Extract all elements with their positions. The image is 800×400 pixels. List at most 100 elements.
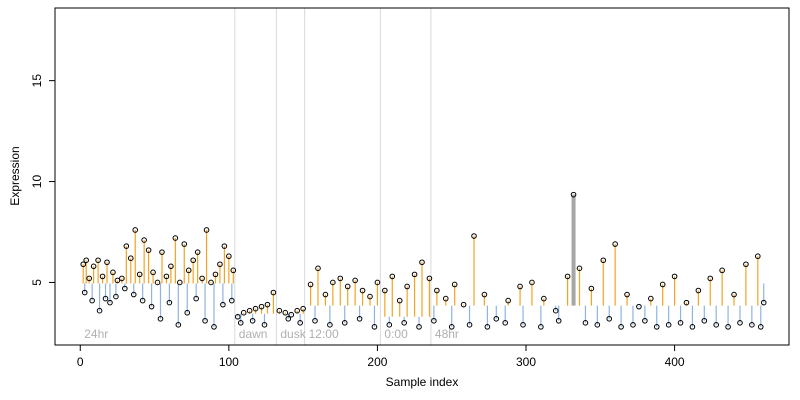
data-point (211, 324, 217, 330)
data-point (327, 322, 333, 328)
data-point (166, 299, 173, 306)
data-point (154, 279, 161, 286)
data-point (194, 249, 201, 255)
data-point (743, 261, 749, 268)
data-point (252, 305, 259, 312)
data-point (636, 303, 642, 310)
data-point (517, 283, 523, 290)
data-point (419, 259, 425, 266)
data-point (411, 271, 418, 278)
data-point (163, 273, 170, 280)
data-point (713, 322, 719, 328)
x-tick-label: 0 (77, 355, 84, 369)
data-point (264, 301, 271, 308)
data-point (95, 257, 101, 264)
data-point (136, 271, 143, 278)
data-point (576, 265, 583, 272)
data-point (249, 317, 256, 324)
data-point (145, 247, 152, 253)
plot-frame (54, 7, 790, 346)
data-point (294, 307, 300, 314)
data-point (330, 279, 336, 286)
data-point (181, 241, 188, 247)
data-point (555, 317, 562, 324)
condition-label: 48hr (435, 327, 459, 341)
data-point (184, 309, 191, 316)
data-point (359, 287, 366, 294)
data-point (234, 313, 241, 320)
data-point (315, 265, 321, 272)
x-tick-label: 400 (665, 355, 685, 369)
data-point (322, 291, 329, 298)
data-point (719, 267, 725, 274)
data-point (230, 267, 237, 274)
data-point (285, 315, 292, 322)
data-point (203, 227, 210, 233)
data-point (460, 301, 467, 308)
data-point (434, 287, 440, 294)
data-point (431, 317, 437, 324)
data-point (89, 297, 95, 304)
data-point (139, 297, 146, 304)
data-point (102, 295, 109, 302)
data-point (564, 273, 571, 280)
data-point (114, 277, 121, 284)
condition-label: dawn (239, 327, 268, 341)
data-point (199, 275, 205, 282)
condition-label: dusk (280, 327, 306, 341)
data-point (221, 243, 228, 249)
y-tick-label: 5 (30, 279, 44, 286)
data-point (386, 322, 393, 328)
stem-lines (82, 194, 765, 327)
data-point (374, 279, 381, 286)
data-point (90, 263, 97, 270)
data-point (529, 279, 535, 286)
data-point (157, 315, 164, 322)
x-tick-label: 200 (367, 355, 387, 369)
data-point (226, 253, 232, 260)
data-point (642, 317, 648, 324)
data-point (352, 277, 358, 284)
data-point (123, 243, 130, 249)
data-point (240, 309, 247, 316)
data-point (466, 322, 473, 328)
data-point (202, 317, 208, 324)
data-point (442, 295, 449, 302)
data-point (582, 320, 589, 326)
data-point (659, 281, 666, 288)
data-point (270, 289, 277, 296)
data-point (282, 309, 289, 316)
x-tick-label: 100 (219, 355, 239, 369)
condition-label: 24hr (84, 327, 108, 341)
data-point (725, 324, 731, 330)
data-point (665, 322, 672, 328)
data-point (258, 303, 265, 310)
condition-label: 0:00 (384, 327, 408, 341)
x-axis-title: Sample index (386, 375, 459, 389)
data-point (337, 275, 344, 282)
data-point (127, 255, 134, 262)
data-point (217, 261, 223, 268)
data-point (81, 289, 88, 296)
data-point (707, 275, 714, 282)
y-tick-label: 15 (30, 74, 44, 88)
data-point (246, 307, 253, 314)
data-point (288, 311, 295, 318)
data-point (689, 324, 696, 330)
axis-ticks: 0 100 200 300 400 5 10 15 (30, 74, 685, 369)
data-point (749, 322, 755, 328)
data-point (113, 293, 119, 300)
data-point (648, 295, 654, 302)
data-point (683, 299, 690, 306)
data-point (448, 324, 455, 330)
data-point (404, 283, 410, 290)
data-point (261, 322, 268, 328)
data-point (110, 269, 116, 276)
data-point (99, 273, 106, 280)
data-point (552, 307, 559, 314)
data-point (426, 275, 433, 282)
data-point (159, 249, 165, 255)
data-point (505, 297, 511, 304)
data-point (107, 299, 113, 306)
x-tick-label: 300 (516, 355, 536, 369)
